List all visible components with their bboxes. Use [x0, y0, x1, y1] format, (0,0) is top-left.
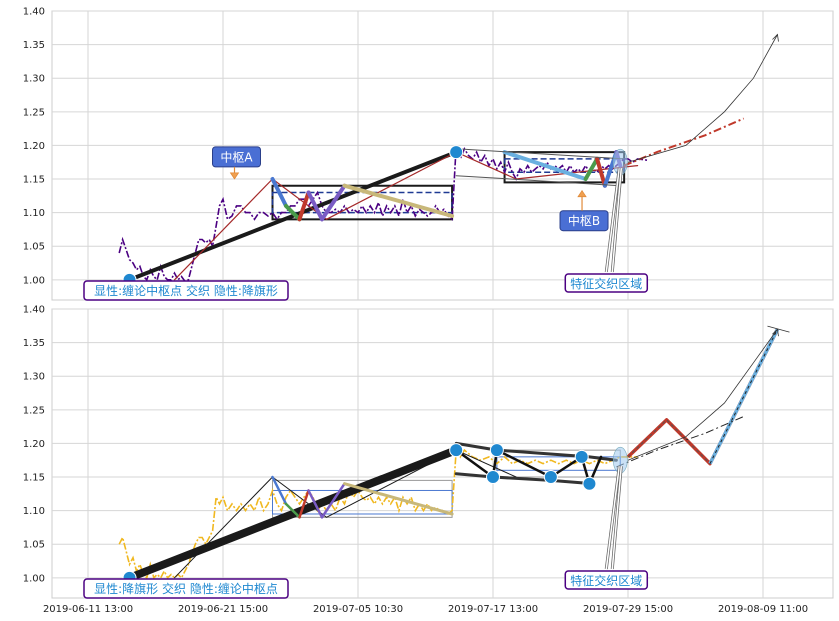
pivot-dot [489, 443, 504, 458]
feature-arrow-shaft-inner [605, 466, 621, 570]
pivot-dot [574, 449, 589, 464]
y-tick-label: 1.35 [23, 40, 45, 51]
y-tick-label: 1.00 [23, 275, 45, 286]
x-tick-label: 2019-06-21 15:00 [178, 604, 268, 615]
y-tick-label: 1.20 [23, 141, 45, 152]
feature-arrow-shaft-2-inner [611, 168, 623, 273]
feature-label-box [564, 273, 649, 293]
stroke-segment [307, 489, 324, 519]
pattern-legend-box [83, 578, 289, 599]
stroke-segment [270, 177, 288, 208]
stroke-segment [127, 150, 459, 282]
stroke-segment [454, 472, 595, 486]
y-tick-label: 1.25 [23, 405, 45, 416]
y-tick-label: 1.25 [23, 107, 45, 118]
price-series-line [118, 447, 638, 580]
x-tick-label: 2019-07-17 13:00 [448, 604, 538, 615]
stroke-segment [284, 502, 301, 519]
feature-arrow-shaft-inner [605, 168, 621, 273]
y-tick-label: 1.15 [23, 175, 45, 186]
pattern-legend-text: 显性:缠论中枢点 交织 隐性:降旗形 [94, 283, 278, 298]
y-tick-label: 1.35 [23, 338, 45, 349]
feature-label-text: 特征交织区域 [570, 573, 642, 588]
pivot-dot [449, 145, 464, 160]
x-tick-label: 2019-06-11 13:00 [43, 604, 133, 615]
stroke-segment [284, 203, 302, 222]
hub-label-box [212, 146, 261, 168]
y-tick-label: 1.05 [23, 242, 45, 253]
trend-cap [767, 325, 790, 333]
stroke-segment [297, 190, 311, 222]
y-tick-label: 1.10 [23, 208, 45, 219]
stroke-segment [320, 183, 347, 222]
stroke-segment [271, 475, 288, 506]
feature-label-text: 特征交织区域 [570, 276, 642, 291]
forecast-line [616, 416, 744, 468]
feature-label-box [564, 570, 649, 590]
hub-label-text: 中枢A [220, 149, 253, 164]
price-series-line [118, 145, 648, 283]
pattern-legend-text: 显性:降旗形 交织 隐性:缠论中枢点 [94, 581, 278, 596]
hub-label-box [559, 210, 609, 232]
y-tick-label: 1.10 [23, 506, 45, 517]
hub-box [271, 191, 453, 214]
pivot-dot [543, 470, 558, 485]
y-tick-label: 1.30 [23, 74, 45, 85]
y-tick-label: 1.20 [23, 439, 45, 450]
stroke-segment [306, 190, 324, 222]
forecast-zigzag-blue-overlay [709, 328, 778, 464]
stroke-segment [455, 175, 621, 187]
stroke-segment [174, 449, 517, 579]
panel-1: 1.00 1.05 1.10 1.15 1.20 1.25 1.30 1.35 1.40 特征交织… [23, 7, 834, 301]
pivot-dot [486, 470, 500, 485]
stroke-segment [583, 156, 600, 181]
x-tick-label: 2019-08-09 11:00 [718, 604, 808, 615]
x-tick-label: 2019-07-29 15:00 [583, 604, 673, 615]
stroke-segment [298, 489, 310, 519]
y-tick-label: 1.00 [23, 573, 45, 584]
stroke-segment [454, 441, 618, 462]
hub-label-arrowhead [577, 189, 587, 198]
panel-2: 1.00 1.05 1.10 1.15 1.20 1.25 1.30 1.35 1.40 特征交织… [23, 305, 834, 599]
pivot-dot [582, 476, 597, 491]
y-tick-label: 1.40 [23, 305, 45, 316]
x-tick-label: 2019-07-05 10:30 [313, 604, 403, 615]
pivot-dot [449, 443, 464, 458]
stroke-segment [455, 148, 625, 160]
trend-arrowhead [772, 33, 779, 42]
stroke-segment [502, 150, 588, 181]
stroke-segment [595, 156, 607, 188]
hub-label-arrowhead [229, 172, 240, 180]
stroke-segment [343, 482, 454, 516]
stroke-segment [342, 183, 455, 218]
hub-label-text: 中枢B [568, 213, 600, 228]
stroke-segment [173, 151, 639, 281]
stroke-segment [320, 482, 346, 519]
y-tick-label: 1.30 [23, 372, 45, 383]
trend-curve [627, 34, 778, 163]
feature-arrow-shaft-2-inner [611, 466, 623, 570]
forecast-zigzag-overlay [627, 328, 778, 465]
y-tick-label: 1.15 [23, 473, 45, 484]
trend-curve [627, 328, 778, 461]
y-tick-label: 1.40 [23, 7, 45, 18]
y-tick-label: 1.05 [23, 540, 45, 551]
stroke-segment [125, 446, 461, 582]
pattern-legend-box [83, 280, 289, 301]
